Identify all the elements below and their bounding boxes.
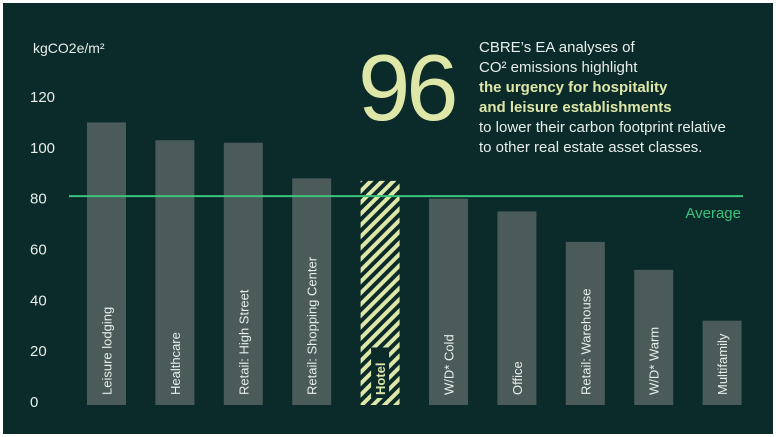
callout-highlight-line: the urgency for hospitality bbox=[479, 79, 668, 96]
bar-label: W/D* Warm bbox=[647, 327, 662, 395]
bar-label: Retail: High Street bbox=[236, 289, 251, 395]
bar-label: Office bbox=[510, 361, 525, 395]
chart-panel: 0 20 40 60 80 100 120 Leisure lodging Healthcar… bbox=[3, 3, 773, 434]
average-label: Average bbox=[685, 205, 741, 222]
y-tick-label: 80 bbox=[30, 191, 47, 208]
y-tick-label: 120 bbox=[30, 89, 55, 106]
bar-label: Retail: Warehouse bbox=[578, 289, 593, 395]
bar-multifamily bbox=[702, 320, 742, 405]
y-axis-label: kgCO2e/m² bbox=[33, 40, 105, 56]
bar-w-d-cold bbox=[429, 198, 468, 405]
callout-highlight-line: and leisure establishments bbox=[479, 99, 672, 116]
bar-label: Hotel bbox=[373, 363, 388, 396]
callout-line: to lower their carbon footprint relative bbox=[479, 119, 726, 136]
callout-line: CO² emissions highlight bbox=[479, 59, 638, 76]
bar-chart: 0 20 40 60 80 100 120 Leisure lodging Healthcar… bbox=[30, 89, 743, 411]
y-tick-label: 0 bbox=[30, 394, 38, 411]
bar-retail-shopping-center bbox=[292, 178, 332, 405]
callout-line: CBRE’s EA analyses of bbox=[479, 39, 635, 56]
bar-label: Retail: Shopping Center bbox=[305, 256, 320, 395]
callout-number: 96 bbox=[358, 35, 459, 140]
bar-label: Leisure lodging bbox=[100, 307, 115, 395]
callout-text: CBRE’s EA analyses of CO² emissions high… bbox=[479, 38, 769, 158]
bar-label: Healthcare bbox=[168, 332, 183, 395]
y-tick-label: 40 bbox=[30, 292, 47, 309]
callout-line: to other real estate asset classes. bbox=[479, 139, 703, 156]
y-tick-label: 60 bbox=[30, 242, 47, 259]
bar-office bbox=[497, 211, 537, 405]
bar-label: Multifamily bbox=[715, 333, 730, 395]
y-tick-label: 20 bbox=[30, 343, 47, 360]
bar-label: W/D* Cold bbox=[442, 334, 457, 395]
bar-healthcare bbox=[155, 140, 195, 406]
bar-retail-warehouse bbox=[565, 241, 605, 405]
bar-leisure-lodging bbox=[87, 122, 126, 406]
y-tick-label: 100 bbox=[30, 140, 55, 157]
highlight-label-bg bbox=[371, 347, 390, 398]
bar-retail-high-street bbox=[223, 142, 263, 405]
bar-w-d-warm bbox=[634, 269, 674, 405]
